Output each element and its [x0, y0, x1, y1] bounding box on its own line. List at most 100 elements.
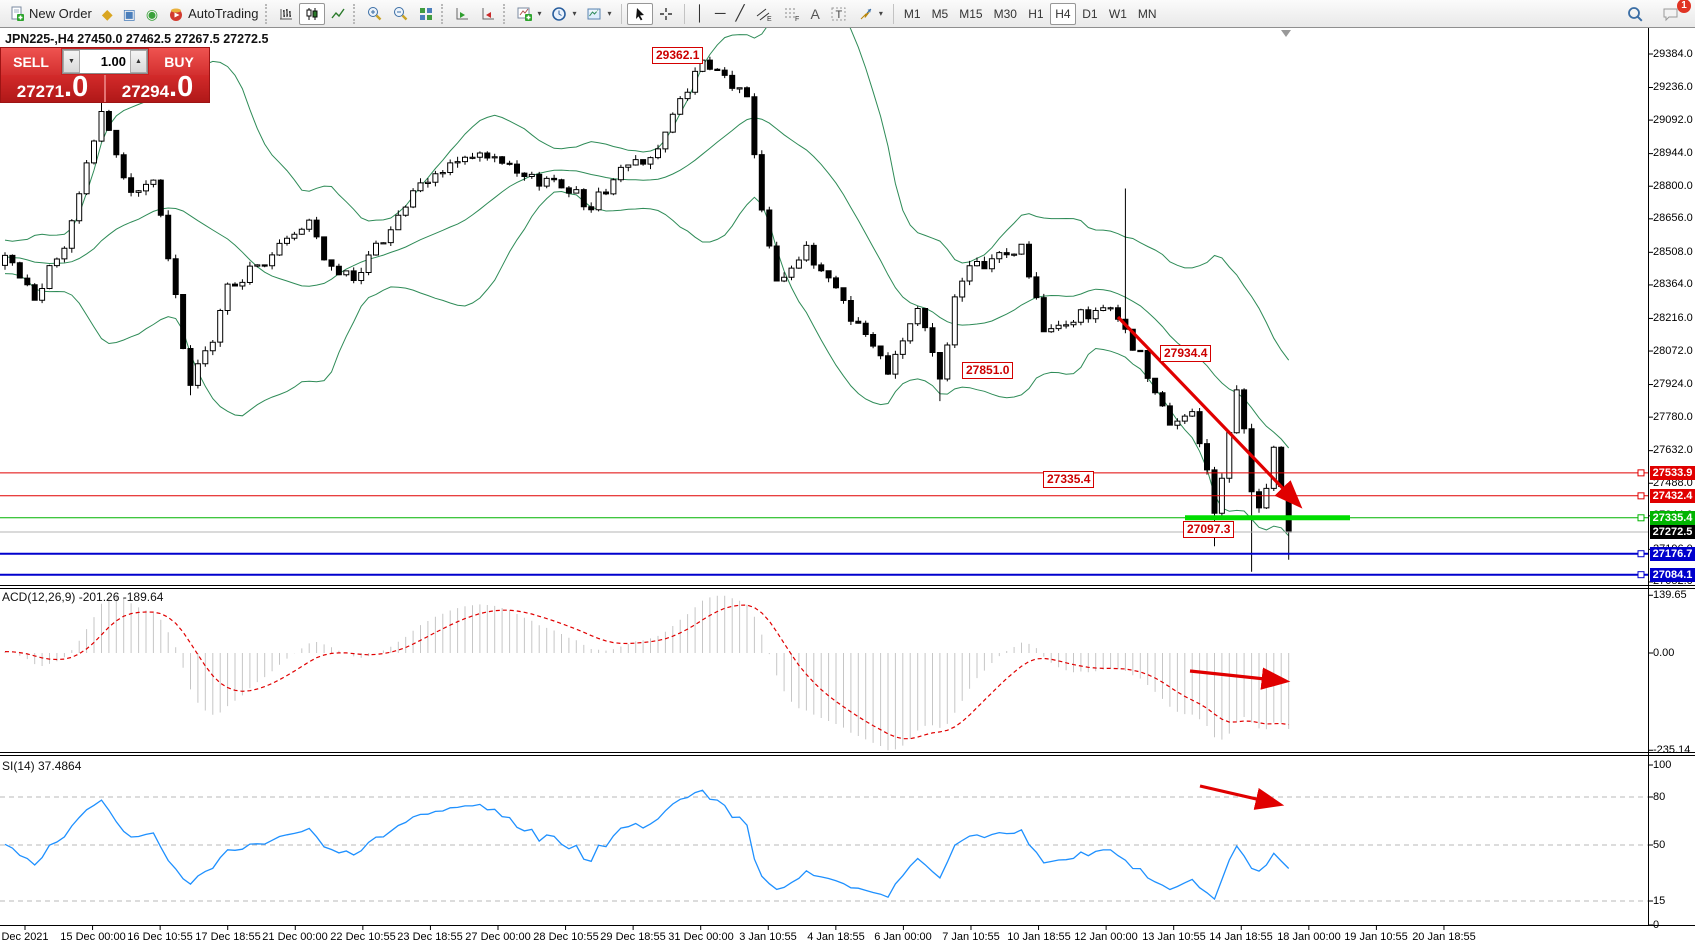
price-tag-27432.4[interactable]: 27432.4	[1650, 489, 1695, 503]
horizontal-line-tool[interactable]: ─	[710, 3, 731, 25]
price-callout-27934.4[interactable]: 27934.4	[1160, 345, 1212, 362]
fibonacci-icon: F	[784, 8, 799, 22]
price-tag-27272.5[interactable]: 27272.5	[1650, 525, 1695, 539]
rsi-line	[4, 789, 1290, 901]
time-axis-label[interactable]: 29 Dec 18:55	[600, 931, 666, 943]
navigator-icon: ◉	[145, 5, 159, 22]
price-tag-27533.9[interactable]: 27533.9	[1650, 466, 1695, 480]
navigator-button[interactable]: ◉	[141, 3, 163, 25]
time-axis-label[interactable]: 23 Dec 18:55	[397, 931, 463, 943]
level-anchor-27335.4	[1637, 514, 1645, 522]
price-callout-27335.4[interactable]: 27335.4	[1043, 471, 1095, 488]
timeframe-m15[interactable]: M15	[954, 3, 987, 25]
crosshair-button[interactable]	[653, 3, 679, 25]
notifications-button[interactable]: 1	[1657, 0, 1691, 25]
macd-indicator-label: ACD(12,26,9) -201.26 -189.64	[2, 590, 164, 604]
time-axis-label[interactable]: 31 Dec 00:00	[668, 931, 734, 943]
time-axis-label[interactable]: 21 Dec 00:00	[262, 931, 328, 943]
time-axis-label[interactable]: 15 Dec 00:00	[60, 931, 126, 943]
timeframe-m30[interactable]: M30	[989, 3, 1022, 25]
svg-text:T: T	[835, 9, 842, 21]
time-axis-label[interactable]: 10 Jan 18:55	[1007, 931, 1071, 943]
price-callout-29362.1[interactable]: 29362.1	[652, 47, 704, 64]
vertical-line-tool[interactable]: │	[690, 3, 709, 25]
time-axis-label[interactable]: 20 Jan 18:55	[1412, 931, 1476, 943]
candlestick-chart-button[interactable]	[299, 2, 326, 25]
time-axis-label[interactable]: 6 Jan 00:00	[874, 931, 932, 943]
price-tag-27084.1[interactable]: 27084.1	[1650, 568, 1695, 582]
sell-button[interactable]: SELL	[1, 48, 61, 75]
time-axis-label[interactable]: 3 Jan 10:55	[739, 931, 797, 943]
price-callout-27851.0[interactable]: 27851.0	[962, 362, 1014, 379]
time-axis-label[interactable]: 22 Dec 10:55	[330, 931, 396, 943]
timeframe-m5[interactable]: M5	[927, 3, 954, 25]
time-axis-label[interactable]: 18 Jan 00:00	[1277, 931, 1341, 943]
text-label-tool[interactable]: T	[825, 3, 853, 25]
buy-button[interactable]: BUY	[149, 48, 209, 75]
level-anchor-27432.4	[1637, 492, 1645, 500]
tile-windows-button[interactable]	[413, 3, 439, 25]
time-axis-label[interactable]: 13 Jan 10:55	[1142, 931, 1206, 943]
time-axis-label[interactable]: 27 Dec 00:00	[465, 931, 531, 943]
volume-increase-button[interactable]: ▲	[130, 50, 147, 73]
volume-decrease-button[interactable]: ▼	[63, 50, 80, 73]
toolbar-grip	[503, 3, 509, 24]
vertical-line-icon: │	[695, 5, 705, 22]
autotrading-button[interactable]: AutoTrading	[163, 3, 263, 25]
time-axis-label[interactable]: 16 Dec 10:55	[127, 931, 193, 943]
trendline-tool[interactable]: ╱	[731, 3, 750, 25]
timeframe-m1[interactable]: M1	[899, 3, 926, 25]
one-click-trading-panel: SELL ▼ ▲ BUY 27271.0 27294.0	[0, 47, 210, 103]
price-axis-tick: 27632.0	[1653, 444, 1693, 456]
time-axis-label[interactable]: 17 Dec 18:55	[195, 931, 261, 943]
line-chart-button[interactable]	[325, 3, 351, 25]
zoom-out-button[interactable]	[387, 3, 413, 25]
fibonacci-tool[interactable]: F	[778, 3, 806, 25]
price-axis-tick: 28656.0	[1653, 212, 1693, 224]
price-tag-27335.4[interactable]: 27335.4	[1650, 511, 1695, 525]
bar-chart-button[interactable]	[273, 3, 299, 25]
market-watch-icon: ◆	[101, 5, 113, 22]
time-axis-label[interactable]: 12 Jan 00:00	[1074, 931, 1138, 943]
time-axis-label[interactable]: 28 Dec 10:55	[533, 931, 599, 943]
time-axis-label[interactable]: 19 Jan 10:55	[1344, 931, 1408, 943]
price-tag-27176.7[interactable]: 27176.7	[1650, 547, 1695, 561]
timeframe-mn[interactable]: MN	[1133, 3, 1162, 25]
auto-scroll-button[interactable]	[449, 3, 475, 25]
sell-price-main: 27271	[16, 82, 65, 101]
trade-panel-controls: SELL ▼ ▲ BUY	[1, 48, 209, 75]
text-tool[interactable]: A	[806, 3, 825, 25]
chart-shift-button[interactable]	[475, 3, 501, 25]
text-icon: A	[810, 5, 820, 22]
time-axis-label[interactable]: 7 Jan 10:55	[942, 931, 1000, 943]
market-watch-button[interactable]: ◆	[97, 3, 118, 25]
toolbar-grip	[265, 3, 271, 24]
cursor-button[interactable]	[627, 2, 654, 25]
macd-axis-tick: 0.00	[1653, 647, 1675, 659]
time-axis-label[interactable]: 4 Jan 18:55	[807, 931, 865, 943]
volume-input[interactable]	[80, 50, 130, 73]
zoom-in-button[interactable]	[361, 3, 387, 25]
indicators-button[interactable]: ▾	[511, 3, 546, 25]
price-callout-27097.3[interactable]: 27097.3	[1183, 521, 1235, 538]
arrows-tool[interactable]: ▾	[853, 3, 888, 25]
templates-button[interactable]: ▾	[581, 3, 616, 25]
periods-button[interactable]: ▾	[546, 3, 581, 25]
price-axis-tick: 28216.0	[1653, 312, 1693, 324]
data-window-button[interactable]: ▣	[118, 3, 141, 25]
timeframe-h4[interactable]: H4	[1049, 2, 1076, 25]
timeframe-w1[interactable]: W1	[1104, 3, 1132, 25]
buy-price-main: 27294	[121, 82, 170, 101]
time-axis-label[interactable]: 14 Jan 18:55	[1209, 931, 1273, 943]
new-order-button[interactable]: New Order	[4, 3, 97, 25]
equidistant-channel-tool[interactable]: E	[750, 3, 778, 25]
price-axis-tick: 28944.0	[1653, 147, 1693, 159]
notification-badge: 1	[1677, 0, 1691, 13]
search-button[interactable]	[1621, 3, 1649, 25]
time-axis-label[interactable]: Dec 2021	[1, 931, 49, 943]
timeframe-d1[interactable]: D1	[1077, 3, 1103, 25]
timeframe-h1[interactable]: H1	[1023, 3, 1049, 25]
toolbar-separator	[684, 3, 686, 24]
tile-windows-icon	[420, 7, 433, 20]
